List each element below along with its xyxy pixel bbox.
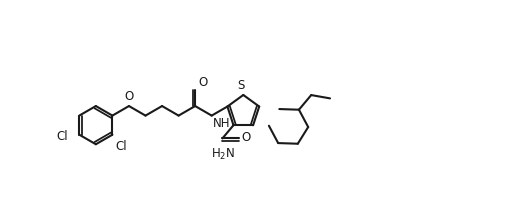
Text: NH: NH bbox=[213, 117, 230, 129]
Text: Cl: Cl bbox=[115, 140, 127, 153]
Text: S: S bbox=[238, 79, 245, 92]
Text: O: O bbox=[125, 90, 134, 103]
Text: O: O bbox=[241, 131, 251, 144]
Text: H$_2$N: H$_2$N bbox=[211, 147, 235, 162]
Text: Cl: Cl bbox=[56, 130, 68, 143]
Text: O: O bbox=[198, 76, 208, 89]
